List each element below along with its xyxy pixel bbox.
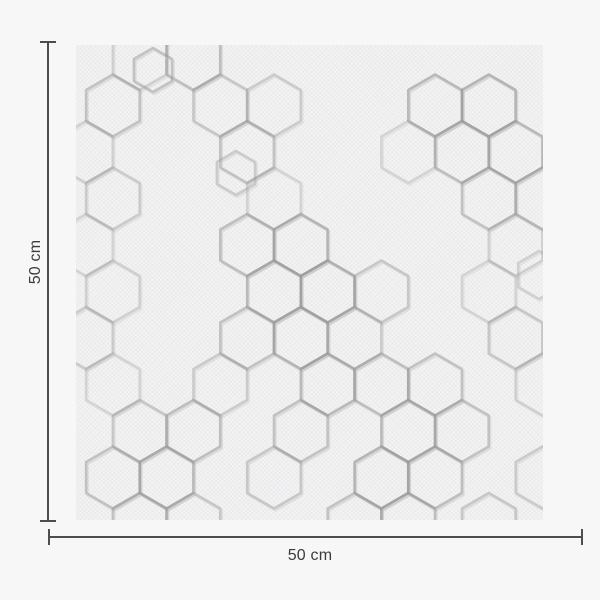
- hexagon-cell: [487, 305, 543, 373]
- width-dimension-cap-right: [581, 529, 583, 545]
- hexagon-cell: [219, 305, 277, 373]
- hexagon-cell: [84, 73, 143, 140]
- hexagon-cell: [132, 46, 175, 96]
- hexagon-cell: [433, 398, 492, 466]
- hexagon-cell: [76, 212, 116, 280]
- hexagon-cell: [460, 491, 519, 520]
- hexagon-cell: [460, 166, 519, 233]
- hexagon-cell: [245, 73, 304, 140]
- product-sample-image: [76, 45, 543, 520]
- height-dimension-cap-bottom: [40, 520, 56, 522]
- hexagon-cell: [516, 249, 543, 303]
- hexagon-cell: [165, 45, 223, 94]
- hexagon-cell: [353, 259, 411, 326]
- hexagon-cell: [487, 212, 543, 280]
- hexagon-cell: [165, 398, 223, 466]
- hexagon-cell: [192, 352, 250, 419]
- height-dimension-cap-top: [40, 41, 56, 43]
- width-dimension-label: 50 cm: [287, 547, 333, 564]
- hexagon-cell: [380, 491, 438, 520]
- hexagon-cell: [514, 352, 543, 419]
- hexagon-cell: [460, 259, 519, 326]
- hexagon-cell: [380, 119, 438, 187]
- hex-pattern-svg: [76, 45, 543, 520]
- hexagon-cell: [272, 398, 331, 466]
- hexagon-cell: [84, 352, 143, 419]
- hexagon-cell: [245, 445, 304, 512]
- hexagon-cell: [84, 166, 143, 233]
- hexagon-cell: [514, 445, 543, 512]
- hexagon-cell: [76, 119, 116, 187]
- hexagon-cell: [111, 491, 170, 520]
- width-dimension-line: [49, 536, 582, 538]
- hexagon-cell: [84, 259, 143, 326]
- height-dimension-label: 50 cm: [27, 239, 44, 285]
- hexagon-cell: [326, 491, 385, 520]
- hexagon-cell: [299, 352, 358, 419]
- height-dimension-line: [47, 42, 49, 522]
- hexagon-cell: [165, 491, 223, 520]
- hexagon-cell: [219, 119, 277, 187]
- hexagon-cell: [406, 445, 465, 512]
- hexagon-cell: [215, 149, 258, 199]
- hexagon-cell: [76, 305, 116, 373]
- hexagon-cell: [514, 166, 543, 233]
- width-dimension-cap-left: [48, 529, 50, 545]
